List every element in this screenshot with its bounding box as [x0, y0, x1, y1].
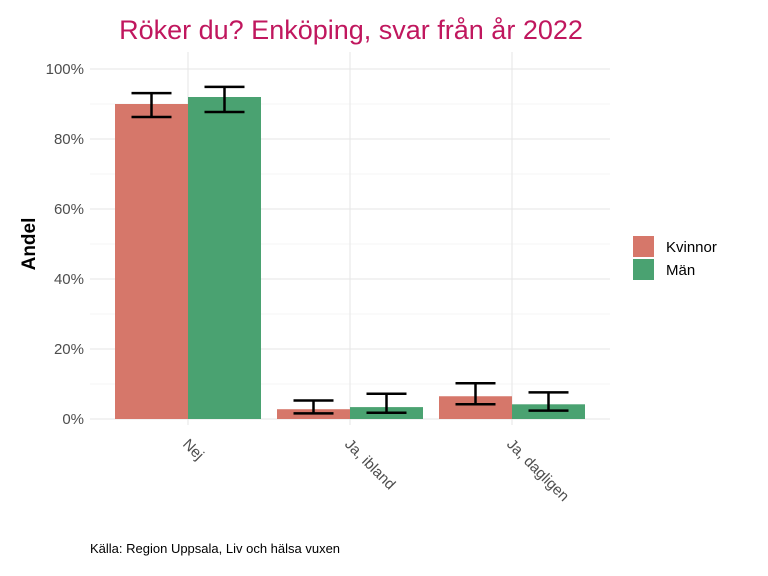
- legend-swatch: [633, 259, 654, 280]
- y-tick-label: 40%: [54, 271, 84, 288]
- legend-label: Män: [666, 262, 695, 279]
- y-axis-label: Andel: [19, 218, 40, 271]
- y-tick-label: 100%: [46, 61, 84, 78]
- bar-män: [188, 97, 261, 419]
- y-tick-label: 20%: [54, 341, 84, 358]
- caption: Källa: Region Uppsala, Liv och hälsa vux…: [90, 541, 340, 556]
- legend-swatch: [633, 236, 654, 257]
- y-tick-label: 60%: [54, 201, 84, 218]
- legend-label: Kvinnor: [666, 239, 717, 256]
- bar-kvinnor: [115, 104, 188, 419]
- chart-title: Röker du? Enköping, svar från år 2022: [119, 15, 583, 45]
- y-tick-label: 80%: [54, 131, 84, 148]
- x-tick-label: Nej: [179, 436, 207, 464]
- bar-kvinnor: [439, 396, 512, 419]
- x-tick-label: Ja, dagligen: [503, 436, 572, 505]
- x-tick-label: Ja, ibland: [341, 436, 398, 493]
- y-tick-label: 0%: [62, 411, 84, 428]
